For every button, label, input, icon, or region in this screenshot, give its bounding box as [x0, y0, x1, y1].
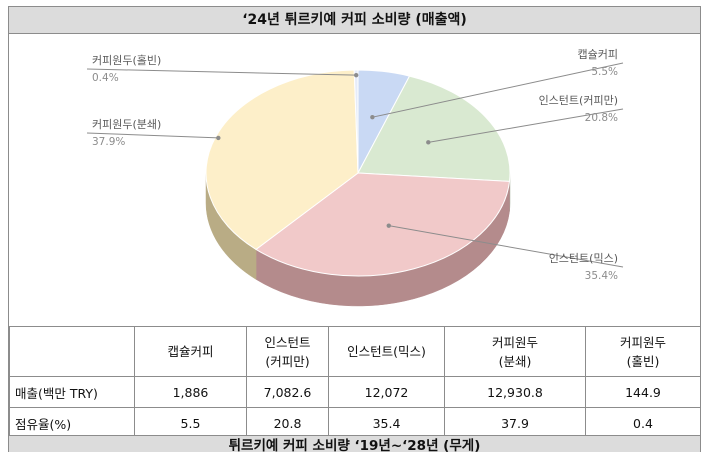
header-cell: 커피원두 (홀빈) [585, 326, 701, 377]
header-cell: 인스턴트 (커피만) [246, 326, 329, 377]
table-cell: 1,886 [134, 376, 247, 408]
header-cell: 캡슐커피 [134, 326, 247, 377]
table-row: 매출(백만 TRY) 1,886 7,082.6 12,072 12,930.8… [9, 376, 701, 408]
slice-label: 인스턴트(믹스) [549, 252, 618, 265]
table-cell: 37.9 [444, 407, 586, 439]
table-row: 점유율(%) 5.5 20.8 35.4 37.9 0.4 [9, 407, 701, 439]
table-cell: 7,082.6 [246, 376, 329, 408]
table-cell: 12,930.8 [444, 376, 586, 408]
slice-label: 커피원두(분쇄) [92, 118, 161, 131]
slice-percent-label: 20.8% [585, 112, 618, 124]
header-cell: 커피원두 (분쇄) [444, 326, 586, 377]
next-chart-title: 튀르키예 커피 소비량 ‘19년~‘28년 (무게) [9, 435, 700, 452]
pie-slice [205, 69, 359, 251]
pie-chart-area: 캡슐커피 5.5% 인스턴트(커피만) 20.8% 인스턴트(믹스) 35.4% 커피원두(… [9, 34, 700, 331]
row-label: 매출(백만 TRY) [9, 376, 135, 408]
pie-slice [357, 75, 511, 182]
slice-label: 인스턴트(커피만) [539, 94, 618, 107]
table-cell: 20.8 [246, 407, 329, 439]
row-label: 점유율(%) [9, 407, 135, 439]
slice-label: 커피원두(홀빈) [92, 54, 161, 67]
leader-line [86, 68, 357, 76]
slice-label: 캡슐커피 [578, 48, 618, 61]
table-header-row: 캡슐커피 인스턴트 (커피만) 인스턴트(믹스) 커피원두 (분쇄) 커피원두 (홀빈… [9, 326, 701, 377]
slice-percent-label: 5.5% [591, 66, 618, 78]
pie-slice [353, 69, 359, 174]
table-cell: 0.4 [585, 407, 701, 439]
data-table: 캡슐커피 인스턴트 (커피만) 인스턴트(믹스) 커피원두 (분쇄) 커피원두 (홀빈… [9, 326, 701, 439]
slice-percent-label: 35.4% [585, 270, 618, 282]
leader-dot [426, 140, 431, 145]
chart-title: ‘24년 튀르키예 커피 소비량 (매출액) [9, 7, 700, 34]
table-cell: 5.5 [134, 407, 247, 439]
table-cell: 12,072 [328, 376, 445, 408]
header-cell: 인스턴트(믹스) [328, 326, 445, 377]
table-cell: 35.4 [328, 407, 445, 439]
slice-percent-label: 0.4% [92, 72, 119, 84]
chart-frame: ‘24년 튀르키예 커피 소비량 (매출액) 캡슐커피 5.5% 인스턴트(커피만)… [8, 6, 701, 452]
pie-chart: 캡슐커피 5.5% 인스턴트(커피만) 20.8% 인스턴트(믹스) 35.4% 커피원두(… [86, 48, 624, 307]
leader-line [372, 62, 624, 118]
leader-dot [370, 114, 375, 120]
leader-line [428, 108, 624, 143]
pie-slice [255, 172, 511, 277]
table-cell: 144.9 [585, 376, 701, 408]
leader-line [388, 225, 624, 268]
header-cell-empty [9, 326, 135, 377]
slice-percent-label: 37.9% [92, 136, 125, 148]
leader-line [86, 132, 219, 139]
